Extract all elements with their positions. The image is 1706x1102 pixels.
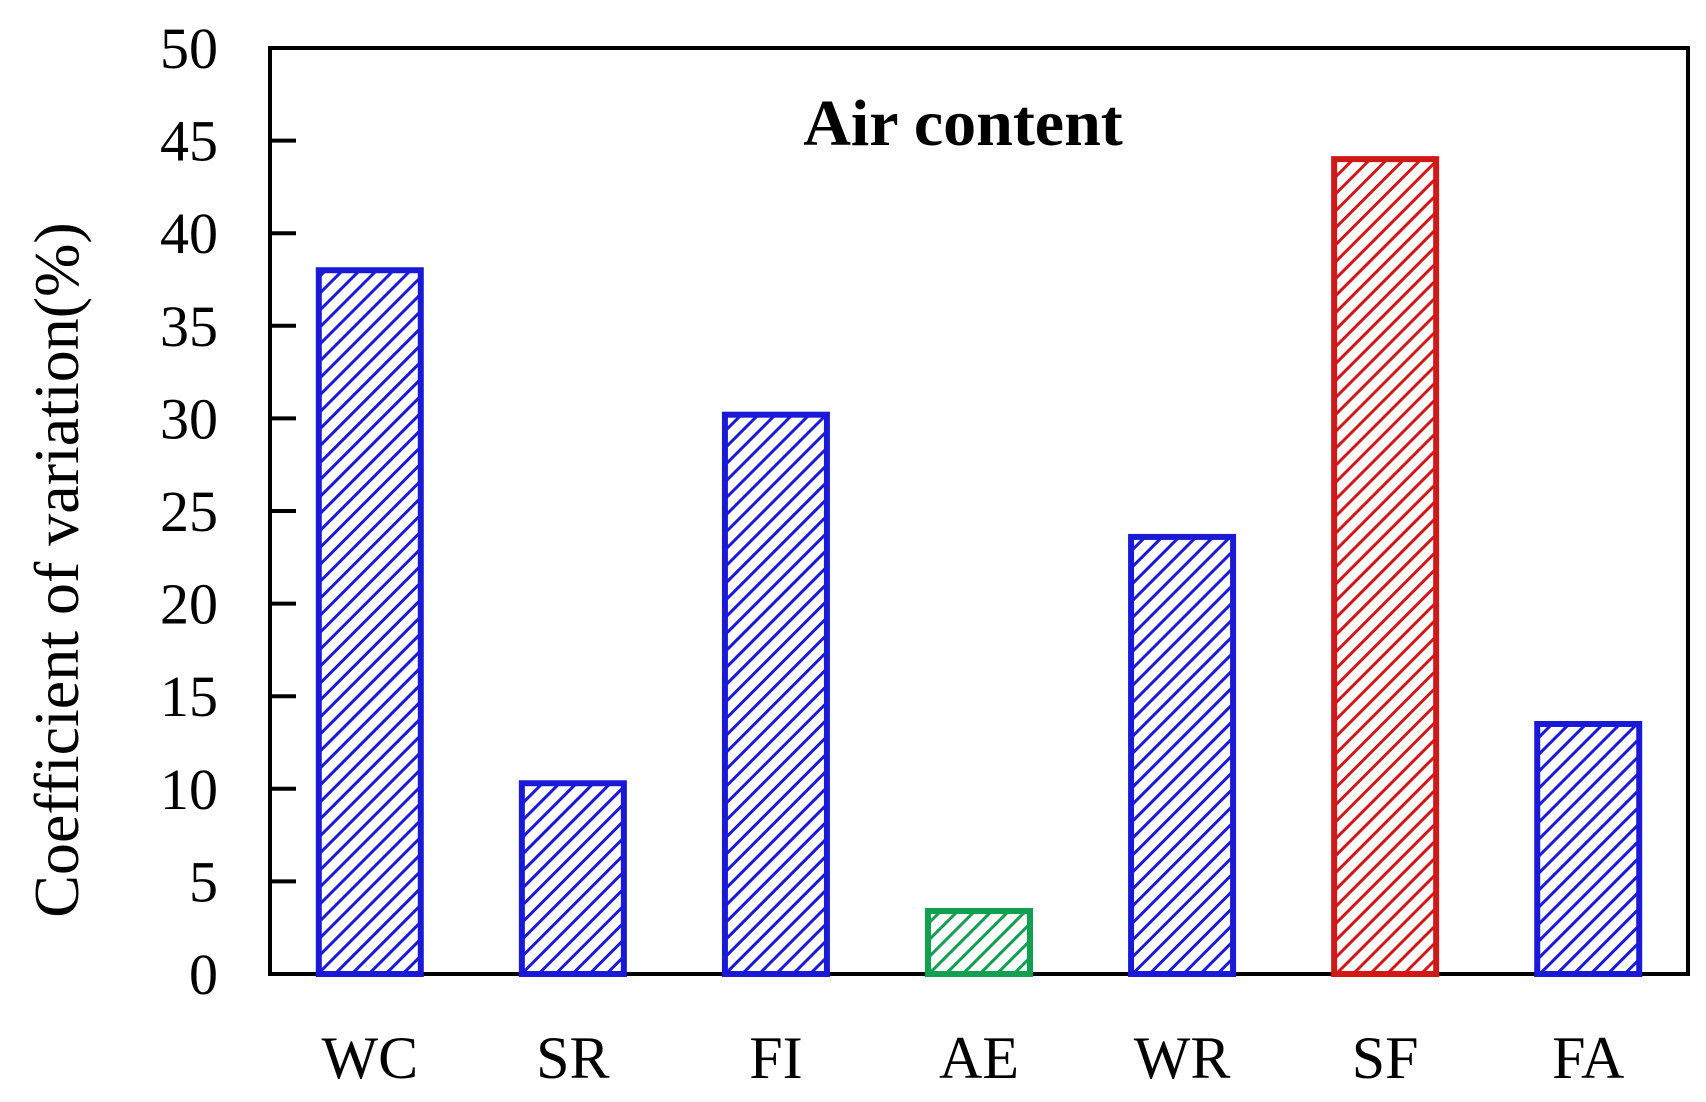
x-tick-label-fa: FA	[1552, 1025, 1624, 1091]
bar-ae	[925, 908, 1033, 977]
y-tick-label: 0	[189, 942, 218, 1007]
x-tick-label-fi: FI	[749, 1025, 802, 1091]
y-tick-label: 30	[160, 386, 218, 451]
bar-fi	[721, 411, 830, 978]
chart-title: Air content	[803, 87, 1123, 160]
plot-frame	[268, 46, 1690, 976]
bar-fa	[1534, 720, 1643, 977]
y-tick-label: 35	[160, 294, 218, 359]
x-tick-label-sf: SF	[1352, 1025, 1419, 1091]
x-tick-label-wr: WR	[1134, 1025, 1231, 1091]
y-tick-label: 40	[160, 201, 218, 266]
bars	[315, 156, 1643, 978]
x-axis-labels: WC SR FI AE WR SF FA	[321, 1025, 1624, 1091]
bar-wc	[315, 267, 424, 977]
bar-sf	[1331, 156, 1440, 977]
y-tick-label: 25	[160, 479, 218, 544]
y-tick-label: 50	[160, 16, 218, 81]
x-tick-label-sr: SR	[536, 1025, 609, 1091]
bar-sr	[518, 780, 627, 978]
y-tick-label: 45	[160, 109, 218, 174]
x-tick-label-ae: AE	[939, 1025, 1019, 1091]
y-tick-label: 5	[189, 849, 218, 914]
bar-wr	[1128, 533, 1237, 977]
y-axis-ticks: 0 5 10 15 20 25 30 35 40 45 50	[160, 16, 296, 1007]
y-axis-title: Coefficient of variation(%)	[21, 222, 92, 917]
y-tick-label: 15	[160, 664, 218, 729]
y-tick-label: 10	[160, 757, 218, 822]
y-tick-label: 20	[160, 572, 218, 637]
x-tick-label-wc: WC	[321, 1025, 418, 1091]
